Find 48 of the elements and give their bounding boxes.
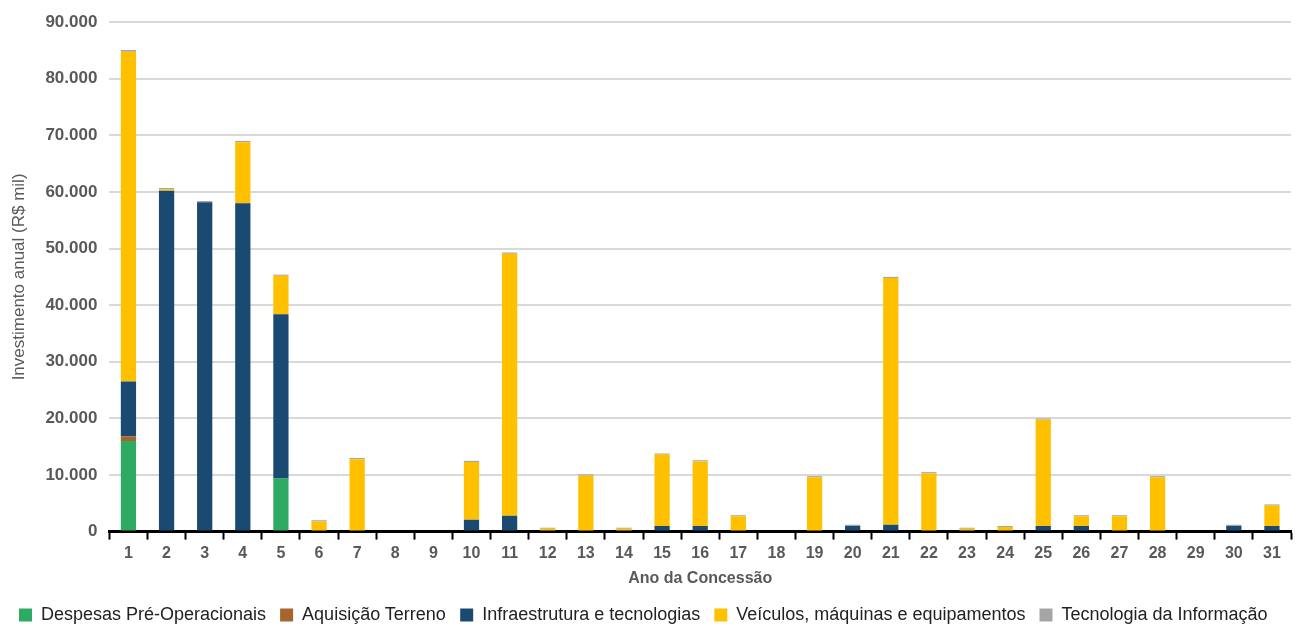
x-tick-label: 7 <box>352 544 362 562</box>
x-axis-title: Ano da Concessão <box>628 568 773 586</box>
x-tick-label: 20 <box>843 544 862 562</box>
x-tick-label: 19 <box>805 544 824 562</box>
y-tick-label: 20.000 <box>45 408 98 428</box>
x-tick-label: 14 <box>615 544 633 562</box>
y-tick-label: 60.000 <box>45 181 98 201</box>
x-tick-label: 30 <box>1224 544 1243 562</box>
legend-label: Veículos, máquinas e equipamentos <box>736 603 1026 624</box>
x-tick-label: 1 <box>124 544 133 562</box>
y-tick-label: 80.000 <box>45 68 98 88</box>
legend-label: Tecnologia da Informação <box>1061 603 1268 624</box>
y-tick-label: 50.000 <box>45 238 98 258</box>
x-tick-label: 8 <box>390 544 400 562</box>
y-tick-label: 10.000 <box>45 464 98 484</box>
x-tick-label: 5 <box>276 544 286 562</box>
x-tick-label: 27 <box>1110 544 1129 562</box>
x-tick-label: 9 <box>428 544 438 562</box>
x-tick-label: 25 <box>1034 544 1053 562</box>
legend-label: Aquisição Terreno <box>302 603 446 624</box>
legend-label: Despesas Pré-Operacionais <box>41 603 267 624</box>
x-tick-label: 13 <box>576 544 595 562</box>
x-tick-label: 17 <box>729 544 748 562</box>
y-tick-label: 90.000 <box>45 11 98 31</box>
x-tick-label: 31 <box>1263 544 1281 562</box>
x-tick-label: 23 <box>958 544 977 562</box>
x-tick-label: 18 <box>767 544 786 562</box>
x-tick-label: 22 <box>920 544 938 562</box>
x-tick-label: 3 <box>200 544 210 562</box>
x-tick-label: 21 <box>881 544 900 562</box>
legend-label: Infraestrutura e tecnologias <box>482 603 701 624</box>
y-tick-label: 40.000 <box>45 294 98 314</box>
x-tick-label: 26 <box>1072 544 1091 562</box>
x-tick-label: 16 <box>691 544 710 562</box>
x-tick-label: 28 <box>1148 544 1167 562</box>
x-tick-label: 24 <box>996 544 1015 562</box>
y-tick-label: 30.000 <box>45 351 98 371</box>
y-tick-label: 70.000 <box>45 125 98 145</box>
x-tick-label: 29 <box>1186 544 1205 562</box>
x-tick-label: 2 <box>162 544 172 562</box>
x-tick-label: 11 <box>501 544 519 562</box>
y-axis-title: Investimento anual (R$ mil) <box>8 173 28 381</box>
y-tick-label: 0 <box>87 521 98 541</box>
x-tick-label: 6 <box>314 544 324 562</box>
x-tick-label: 15 <box>653 544 672 562</box>
x-tick-label: 4 <box>238 544 248 562</box>
x-tick-label: 10 <box>462 544 481 562</box>
x-tick-label: 12 <box>538 544 557 562</box>
